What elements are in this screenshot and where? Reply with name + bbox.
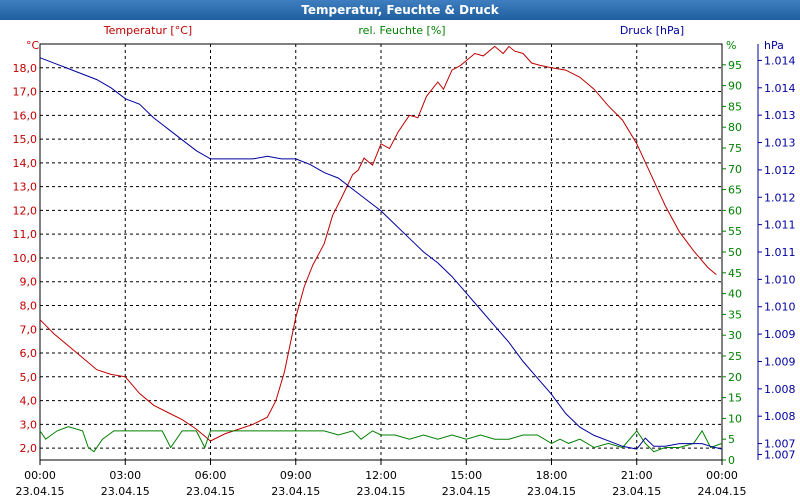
middle-tick-label: 80 [728,121,742,134]
middle-tick-label: 65 [728,184,742,197]
right-tick-label: 1.007 [764,438,796,451]
middle-tick-label: 90 [728,80,742,93]
middle-tick-label: 35 [728,308,742,321]
left-tick-label: 3,0 [20,418,38,431]
middle-unit-label: % [726,39,736,52]
left-tick-label: 2,0 [20,442,38,455]
x-tick-date: 23.04.15 [357,485,406,498]
axis-headers: °C Temperatur [°C] rel. Feuchte [%] Druck [… [26,24,784,52]
middle-tick-label: 5 [728,433,735,446]
window-title: Temperatur, Feuchte & Druck [0,0,800,20]
right-tick-label: 1.010 [764,301,796,314]
left-tick-label: 4,0 [20,395,38,408]
x-tick-date: 23.04.15 [612,485,661,498]
x-tick-date: 23.04.15 [101,485,150,498]
middle-tick-label: 55 [728,225,742,238]
middle-tick-label: 75 [728,142,742,155]
x-tick-time: 06:00 [195,469,227,482]
right-tick-label: 1.014 [764,54,796,67]
middle-tick-label: 70 [728,163,742,176]
right-tick-label: 1.013 [764,137,796,150]
axis-right: 1.014 1.014 1.013 1.013 1.012 1.012 1.011 1.011… [757,44,796,462]
left-tick-label: 7,0 [20,323,38,336]
middle-tick-label: 45 [728,267,742,280]
left-tick-label: 16,0 [13,109,38,122]
left-tick-label: 5,0 [20,371,38,384]
middle-tick-label: 20 [728,371,742,384]
x-tick-date: 23.04.15 [527,485,576,498]
left-tick-label: 8,0 [20,299,38,312]
right-tick-label: 1.008 [764,410,796,423]
left-tick-label: 10,0 [13,252,38,265]
x-tick-time: 00:00 [706,469,738,482]
right-tick-label: 1.007 [764,449,796,462]
axis-left: 18,0 17,0 16,0 15,0 14,0 13,0 12,0 11,0 10,0 9,0 8… [13,62,38,455]
middle-tick-label: 10 [728,412,742,425]
right-tick-label: 1.011 [764,219,796,232]
x-tick-date: 23.04.15 [16,485,65,498]
middle-tick-label: 15 [728,392,742,405]
right-tick-label: 1.009 [764,355,796,368]
x-tick-time: 00:00 [24,469,56,482]
left-tick-label: 9,0 [20,276,38,289]
middle-tick-label: 85 [728,100,742,113]
x-tick-date: 23.04.15 [271,485,320,498]
x-tick-time: 09:00 [280,469,312,482]
right-tick-label: 1.012 [764,191,796,204]
left-tick-label: 17,0 [13,86,38,99]
right-tick-label: 1.010 [764,273,796,286]
middle-tick-label: 95 [728,59,742,72]
left-tick-label: 11,0 [13,228,38,241]
left-unit-label: °C [26,39,40,52]
right-tick-label: 1.009 [764,328,796,341]
right-tick-label: 1.011 [764,246,796,259]
x-tick-date: 24.04.15 [698,485,747,498]
x-tick-time: 12:00 [365,469,397,482]
series-layer [39,45,723,453]
series-line-middle [39,426,723,453]
left-tick-label: 18,0 [13,62,38,75]
middle-tick-label: 50 [728,246,742,259]
left-tick-label: 15,0 [13,133,38,146]
left-tick-label: 14,0 [13,157,38,170]
right-unit-label: hPa [764,39,784,52]
x-tick-time: 03:00 [109,469,141,482]
left-tick-label: 13,0 [13,181,38,194]
middle-tick-label: 30 [728,329,742,342]
middle-axis-title: rel. Feuchte [%] [358,24,445,37]
right-axis-title: Druck [hPa] [620,24,684,37]
x-tick-time: 21:00 [621,469,653,482]
middle-tick-label: 40 [728,288,742,301]
chart: 18,0 17,0 16,0 15,0 14,0 13,0 12,0 11,0 10,0 9,0 8… [13,24,796,498]
axis-x: 00:00 23.04.15 03:00 23.04.15 06:00 23.04.15 0… [16,460,747,498]
x-tick-date: 23.04.15 [442,485,491,498]
middle-tick-label: 60 [728,204,742,217]
x-tick-time: 15:00 [450,469,482,482]
right-tick-label: 1.008 [764,383,796,396]
series-line-left [39,45,717,442]
right-tick-label: 1.012 [764,164,796,177]
x-tick-time: 18:00 [536,469,568,482]
left-axis-title: Temperatur [°C] [103,24,192,37]
right-tick-label: 1.014 [764,82,796,95]
middle-tick-label: 0 [728,454,735,467]
left-tick-label: 12,0 [13,204,38,217]
series-line-right [39,57,723,450]
middle-tick-label: 25 [728,350,742,363]
x-tick-date: 23.04.15 [186,485,235,498]
right-tick-label: 1.013 [764,109,796,122]
left-tick-label: 6,0 [20,347,38,360]
